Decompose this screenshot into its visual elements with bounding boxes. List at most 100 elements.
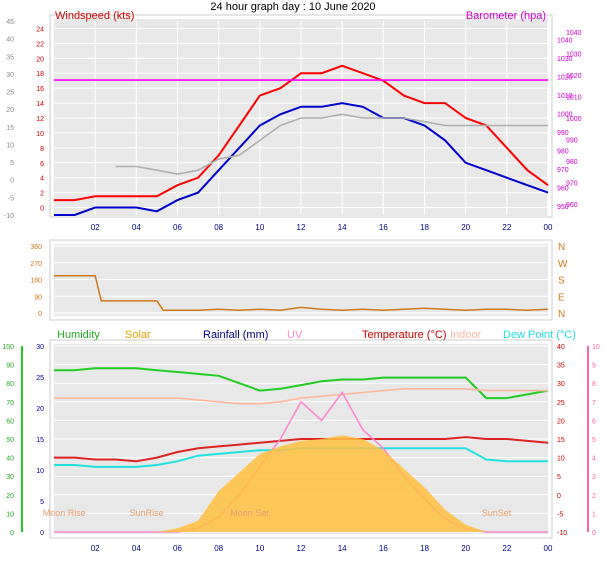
- event-label: SunSet: [482, 508, 512, 518]
- wind_grey-line: [115, 113, 548, 175]
- compass-label: N: [558, 309, 565, 320]
- legend-item: Dew Point (°C): [503, 329, 576, 341]
- humidity-axis-tick: 30: [6, 474, 14, 481]
- temp-axis-tick: 40: [557, 344, 565, 351]
- barometer-axis-label: Barometer (hpa): [466, 10, 546, 22]
- wind-left-inner-tick: 12: [36, 116, 44, 123]
- wind-left-inner-tick: 10: [36, 131, 44, 138]
- wind-right-inner-tick: 960: [557, 185, 569, 192]
- wind-x-tick: 16: [379, 223, 388, 232]
- wind_avg-line: [54, 102, 549, 216]
- wind-left-outer-tick: -5: [8, 195, 14, 202]
- wind-x-tick: 06: [173, 223, 182, 232]
- rain-axis-tick: 5: [40, 499, 44, 506]
- multi-x-tick: 18: [420, 544, 429, 553]
- legend-item: UV: [287, 329, 303, 341]
- multi-x-tick: 02: [91, 544, 100, 553]
- rain-axis-tick: 25: [36, 375, 44, 382]
- uv-axis-tick: 0: [592, 530, 596, 537]
- wind-right-outer-tick: 1020: [566, 73, 582, 80]
- wind-x-tick: 14: [338, 223, 347, 232]
- multi-x-tick: 06: [173, 544, 182, 553]
- compass-label: E: [558, 292, 565, 303]
- uv-axis-tick: 5: [592, 437, 596, 444]
- uv-axis-tick: 2: [592, 493, 596, 500]
- dir-y-tick: 360: [30, 244, 42, 251]
- wind-left-outer-tick: 40: [6, 37, 14, 44]
- temp-axis-tick: 5: [557, 474, 561, 481]
- wind-right-outer-tick: 970: [566, 181, 578, 188]
- legend-item: Temperature (°C): [362, 329, 446, 341]
- humidity-axis-tick: 100: [2, 344, 14, 351]
- rain-axis-tick: 20: [36, 406, 44, 413]
- wind-left-inner-tick: 16: [36, 86, 44, 93]
- wind-left-outer-tick: 15: [6, 125, 14, 132]
- wind-right-inner-tick: 970: [557, 167, 569, 174]
- wind-left-inner-tick: 14: [36, 101, 44, 108]
- wind-right-inner-tick: 1030: [557, 56, 573, 63]
- rain-axis-tick: 10: [36, 468, 44, 475]
- uv-axis-tick: 8: [592, 381, 596, 388]
- dir-y-tick: 270: [30, 261, 42, 268]
- multi-x-tick: 00: [544, 544, 553, 553]
- wind-x-tick: 08: [214, 223, 223, 232]
- wind-x-tick: 02: [91, 223, 100, 232]
- multi-x-tick: 08: [214, 544, 223, 553]
- rain-axis-tick: 15: [36, 437, 44, 444]
- wind-x-tick: 10: [255, 223, 264, 232]
- temp-axis-tick: 25: [557, 400, 565, 407]
- humidity-axis-tick: 20: [6, 493, 14, 500]
- wind-left-outer-tick: 5: [10, 160, 14, 167]
- wind-right-outer-tick: 990: [566, 138, 578, 145]
- temp-axis-tick: -10: [557, 530, 567, 537]
- compass-label: N: [558, 242, 565, 253]
- wind-left-inner-tick: 20: [36, 56, 44, 63]
- multi-x-tick: 22: [502, 544, 511, 553]
- humidity-axis-tick: 10: [6, 511, 14, 518]
- legend-item: Rainfall (mm): [203, 329, 268, 341]
- wind-left-outer-tick: 10: [6, 142, 14, 149]
- temp-axis-tick: 30: [557, 381, 565, 388]
- wind-left-outer-tick: 30: [6, 72, 14, 79]
- temp-line: [54, 436, 549, 463]
- temp-axis-tick: 10: [557, 456, 565, 463]
- wind-right-outer-tick: 960: [566, 202, 578, 209]
- compass-label: W: [558, 259, 568, 270]
- wind-left-inner-tick: 24: [36, 26, 44, 33]
- wind-left-inner-tick: 2: [40, 191, 44, 198]
- wind-right-inner-tick: 1010: [557, 93, 573, 100]
- solar-area: [54, 435, 548, 532]
- humidity-axis-tick: 70: [6, 400, 14, 407]
- wind-x-tick: 18: [420, 223, 429, 232]
- humidity-axis-tick: 80: [6, 381, 14, 388]
- wind-right-inner-tick: 980: [557, 148, 569, 155]
- wind-right-inner-tick: 1020: [557, 74, 573, 81]
- dir-y-tick: 180: [30, 278, 42, 285]
- wind-left-inner-tick: 8: [40, 146, 44, 153]
- humidity-axis-tick: 0: [10, 530, 14, 537]
- indoor-line: [54, 388, 548, 405]
- humidity-axis-tick: 60: [6, 418, 14, 425]
- wind-left-outer-tick: 45: [6, 19, 14, 26]
- temp-axis-tick: 35: [557, 363, 565, 370]
- multi-x-tick: 20: [461, 544, 470, 553]
- uv-axis-tick: 9: [592, 363, 596, 370]
- temp-axis-tick: 15: [557, 437, 565, 444]
- dir-y-tick: 90: [34, 294, 42, 301]
- wind-x-tick: 20: [461, 223, 470, 232]
- wind-right-inner-tick: 950: [557, 204, 569, 211]
- wind-right-outer-tick: 1040: [566, 30, 582, 37]
- wind-left-inner-tick: 18: [36, 71, 44, 78]
- wind-left-outer-tick: 35: [6, 54, 14, 61]
- wind-x-tick: 00: [544, 223, 553, 232]
- wind-x-tick: 12: [297, 223, 306, 232]
- wind-right-outer-tick: 1030: [566, 51, 582, 58]
- uv-axis-tick: 7: [592, 400, 596, 407]
- wind-left-outer-tick: 25: [6, 90, 14, 97]
- wind-left-outer-tick: 0: [10, 178, 14, 185]
- uv-axis-tick: 1: [592, 511, 596, 518]
- wind-left-inner-tick: 22: [36, 41, 44, 48]
- event-label: Moon Set: [230, 508, 269, 518]
- wind-left-inner-tick: 6: [40, 161, 44, 168]
- humidity-line: [54, 367, 549, 400]
